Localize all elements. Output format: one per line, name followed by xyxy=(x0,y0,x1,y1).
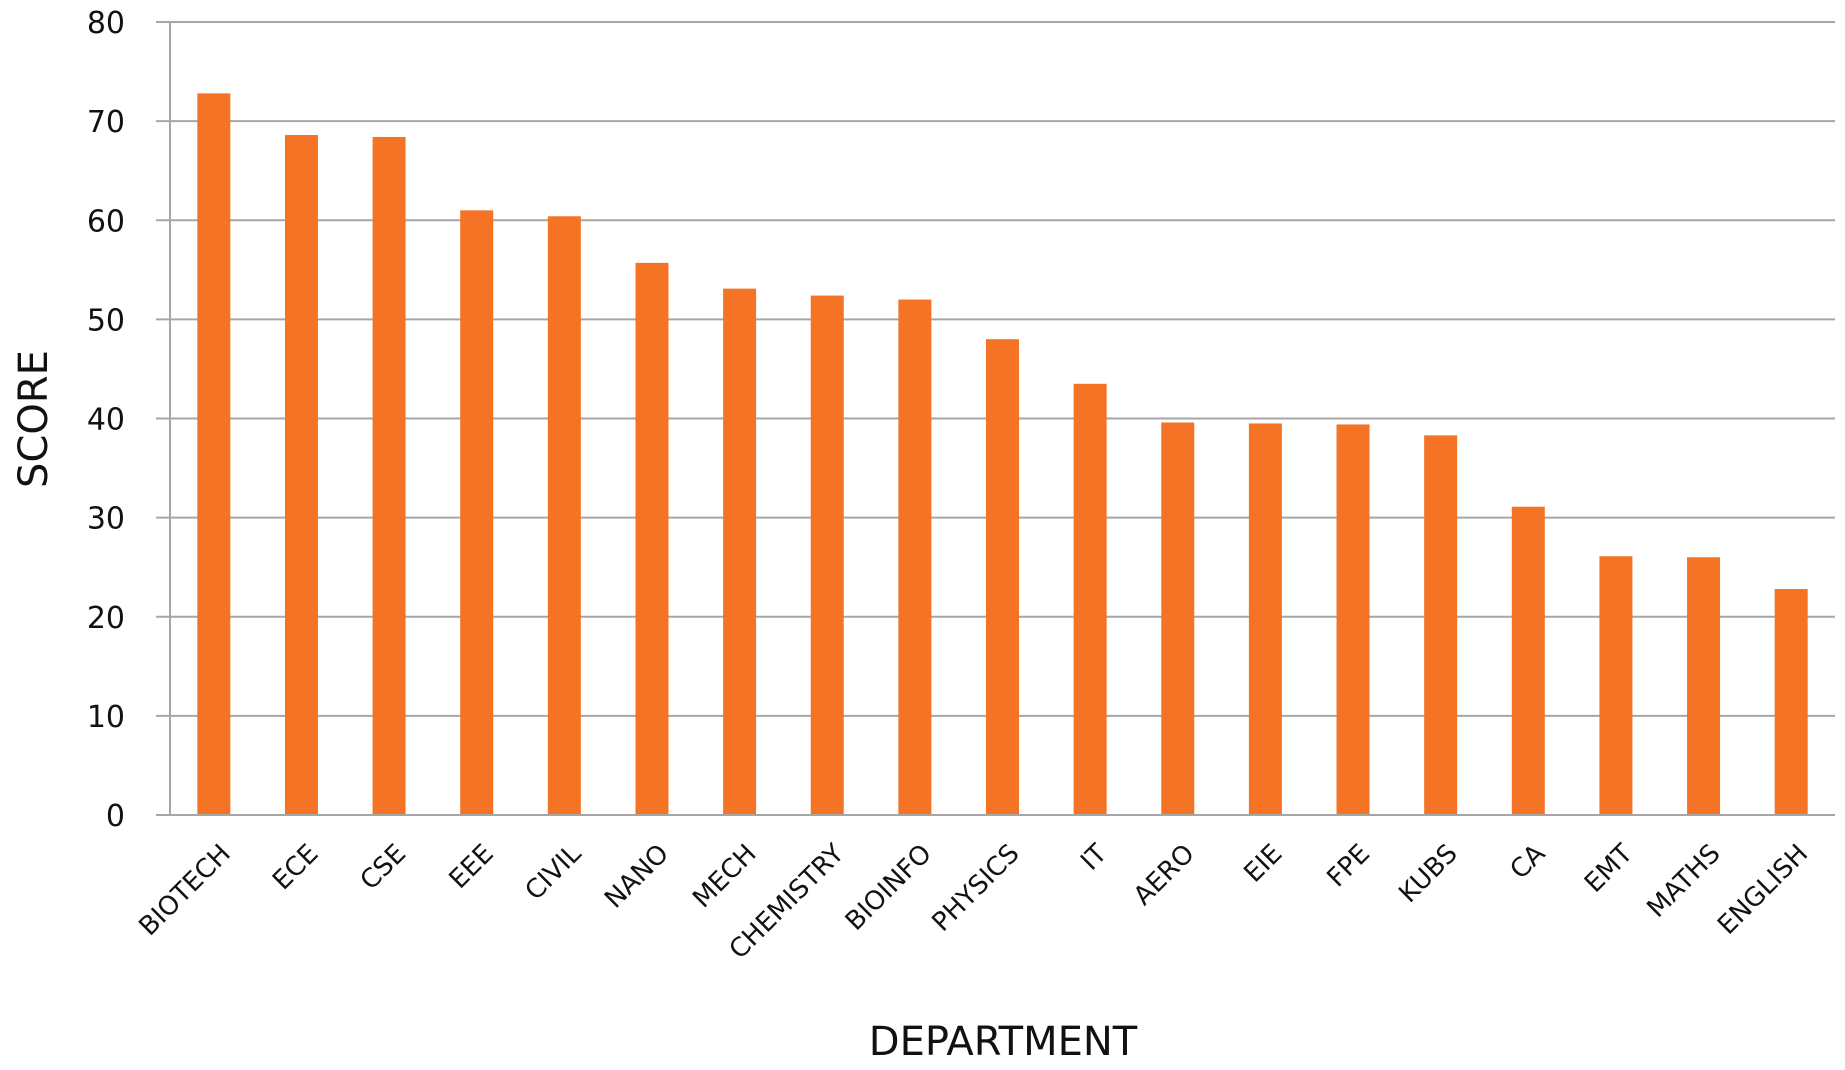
y-tick-label: 10 xyxy=(87,700,125,735)
y-tick-labels: 0 10 20 30 40 50 60 70 80 xyxy=(87,6,170,834)
bar-ca xyxy=(1511,506,1545,815)
bar-emt xyxy=(1599,556,1633,815)
x-tick-label: MATHS xyxy=(1642,839,1727,924)
bar-chemistry xyxy=(810,295,844,816)
bar-biotech xyxy=(197,93,231,816)
x-tick-label: CIVIL xyxy=(520,838,588,906)
x-tick-label: AERO xyxy=(1128,839,1201,912)
y-tick-label: 30 xyxy=(87,502,125,537)
y-axis-title: SCORE xyxy=(11,350,57,488)
x-tick-label: NANO xyxy=(599,839,675,915)
x-tick-label: KUBS xyxy=(1393,839,1463,909)
x-tick-label: EMT xyxy=(1579,839,1639,899)
bar-eie xyxy=(1248,423,1282,815)
bar-fpe xyxy=(1336,424,1370,815)
y-tick-label: 80 xyxy=(87,6,125,41)
bar-civil xyxy=(547,216,581,815)
bar-english xyxy=(1774,588,1808,815)
x-tick-label: CA xyxy=(1505,839,1552,886)
x-tick-label: EIE xyxy=(1238,839,1288,889)
y-tick-label: 60 xyxy=(87,204,125,239)
y-tick-label: 50 xyxy=(87,303,125,338)
x-tick-label: FPE xyxy=(1321,839,1375,893)
x-tick-label: IT xyxy=(1075,839,1113,877)
x-tick-labels: BIOTECH ECE CSE EEE CIVIL NANO MECHCHEMISTRYBI… xyxy=(134,838,1815,965)
x-tick-label: BIOINFO xyxy=(840,839,938,937)
bar-kubs xyxy=(1424,435,1458,815)
y-tick-label: 40 xyxy=(87,403,125,438)
bar-eee xyxy=(460,210,494,815)
bar-physics xyxy=(986,339,1019,815)
x-tick-label: ECE xyxy=(267,839,324,896)
x-tick-label: ENGLISH xyxy=(1712,839,1814,941)
y-tick-label: 20 xyxy=(87,601,125,636)
x-tick-label: BIOTECH xyxy=(134,839,237,942)
bar-nano xyxy=(635,262,669,815)
x-tick-label: MECH xyxy=(687,839,762,914)
y-tick-label: 70 xyxy=(87,105,125,140)
bar-bioinfo xyxy=(898,299,932,815)
x-tick-label: EEE xyxy=(444,839,500,895)
bar-mech xyxy=(723,288,757,815)
y-tick-label: 0 xyxy=(106,799,125,834)
bar-maths xyxy=(1687,557,1721,815)
bar-it xyxy=(1073,383,1107,815)
bar-cse xyxy=(372,136,406,816)
bar-aero xyxy=(1161,422,1195,815)
x-tick-label: PHYSICS xyxy=(926,839,1025,938)
bar-ece xyxy=(284,135,318,815)
x-tick-label: CSE xyxy=(355,839,412,896)
bars xyxy=(197,93,1808,816)
x-axis-title: DEPARTMENT xyxy=(869,1019,1138,1065)
